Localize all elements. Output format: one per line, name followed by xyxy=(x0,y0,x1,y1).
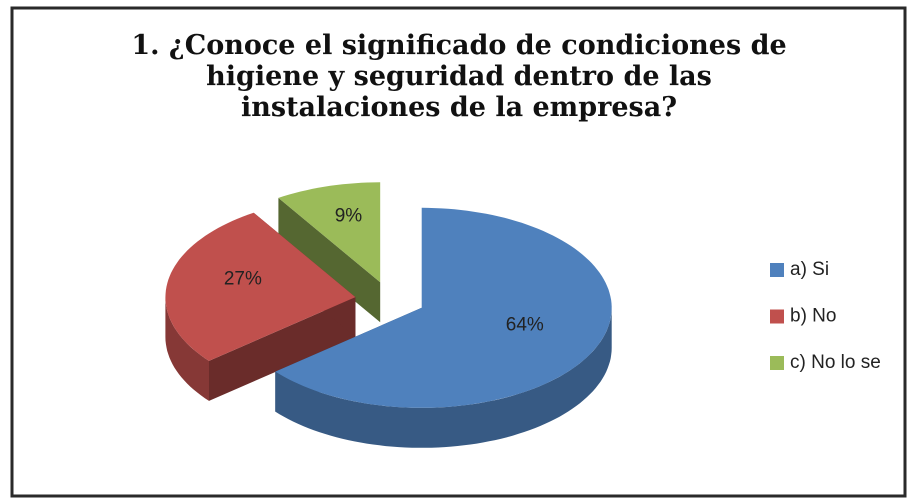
pie-slice xyxy=(165,212,356,401)
legend-label: c) No lo se xyxy=(790,352,881,373)
pie: 9% 27% 64% xyxy=(165,182,612,448)
slice-wall xyxy=(165,297,209,401)
legend-swatch xyxy=(770,263,784,277)
data-label: 64% xyxy=(506,314,544,335)
slice-side xyxy=(278,197,381,323)
legend-swatch xyxy=(770,309,784,324)
slice-wall xyxy=(275,307,612,448)
chart-title: 1. ¿Conoce el significado de condiciones… xyxy=(131,30,787,123)
data-label: 9% xyxy=(335,206,363,227)
pie-slice xyxy=(275,207,612,448)
slice-top xyxy=(278,182,381,283)
data-label: 27% xyxy=(224,269,262,290)
legend-label: b) No xyxy=(790,306,836,327)
legend-label: a) Si xyxy=(790,259,829,280)
slice-top xyxy=(275,207,612,408)
legend-swatch xyxy=(770,356,784,370)
slice-side xyxy=(209,297,356,401)
slice-top xyxy=(165,212,356,361)
legend: a) Si b) No c) No lo se xyxy=(770,259,881,373)
pie-slice xyxy=(278,182,381,323)
